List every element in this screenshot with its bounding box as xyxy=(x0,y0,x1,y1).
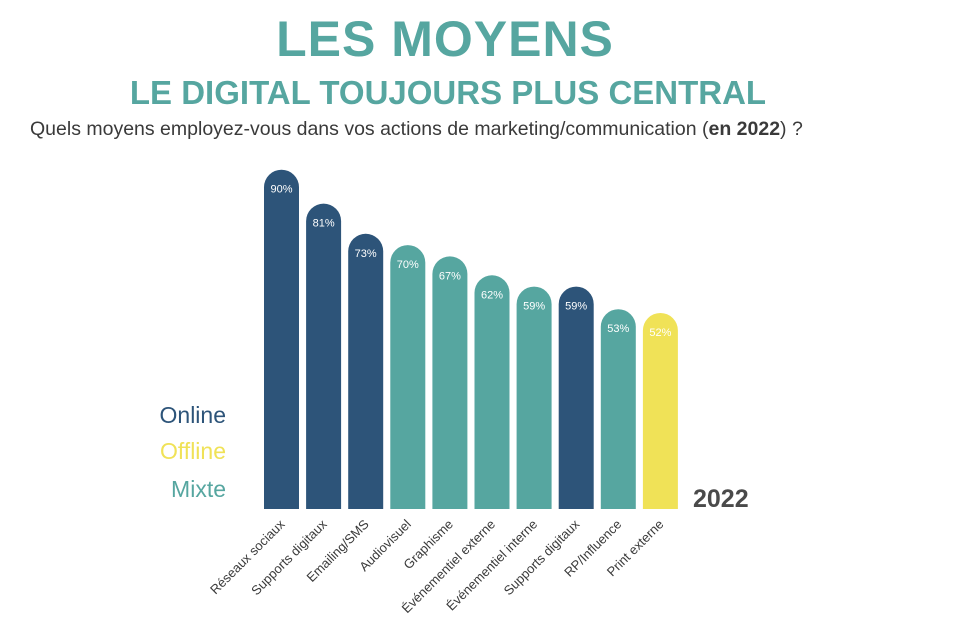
bar-10 xyxy=(642,312,678,509)
year-label: 2022 xyxy=(693,485,749,513)
question-text-end: ) ? xyxy=(780,118,803,140)
chart-title: LES MOYENS xyxy=(276,11,614,67)
category-label: Supports digitaux xyxy=(501,516,583,598)
question-text-start: Quels moyens employez-vous dans vos acti… xyxy=(30,118,709,140)
legend-online: Online xyxy=(159,402,226,428)
category-label: Réseaux sociaux xyxy=(207,516,288,597)
bar-2 xyxy=(306,203,342,509)
legend-offline: Offline xyxy=(159,438,226,464)
bar-3 xyxy=(348,233,384,510)
bar-value-label: 59% xyxy=(523,301,545,313)
bar-value-label: 59% xyxy=(565,301,587,313)
legend-mixte: Mixte xyxy=(171,476,226,502)
category-label: Supports digitaux xyxy=(248,516,330,598)
bar-value-label: 90% xyxy=(270,184,292,196)
bar-value-label: 81% xyxy=(313,218,335,230)
bar-value-label: 70% xyxy=(397,259,419,271)
bar-8 xyxy=(558,286,594,509)
bar-4 xyxy=(390,245,426,509)
bar-9 xyxy=(600,309,636,509)
chart-subtitle: LE DIGITAL TOUJOURS PLUS CENTRAL xyxy=(129,74,767,111)
bar-value-label: 62% xyxy=(481,289,503,301)
bar-5 xyxy=(432,256,468,509)
bar-1 xyxy=(264,169,299,509)
bar-value-label: 67% xyxy=(439,270,461,282)
bar-6 xyxy=(474,275,510,509)
question-year: en 2022 xyxy=(708,118,781,140)
bar-value-label: 52% xyxy=(649,327,671,339)
survey-question: Quels moyens employez-vous dans vos acti… xyxy=(30,118,803,141)
bar-7 xyxy=(516,286,552,509)
bar-value-label: 53% xyxy=(607,323,629,335)
bar-value-label: 73% xyxy=(355,248,377,260)
